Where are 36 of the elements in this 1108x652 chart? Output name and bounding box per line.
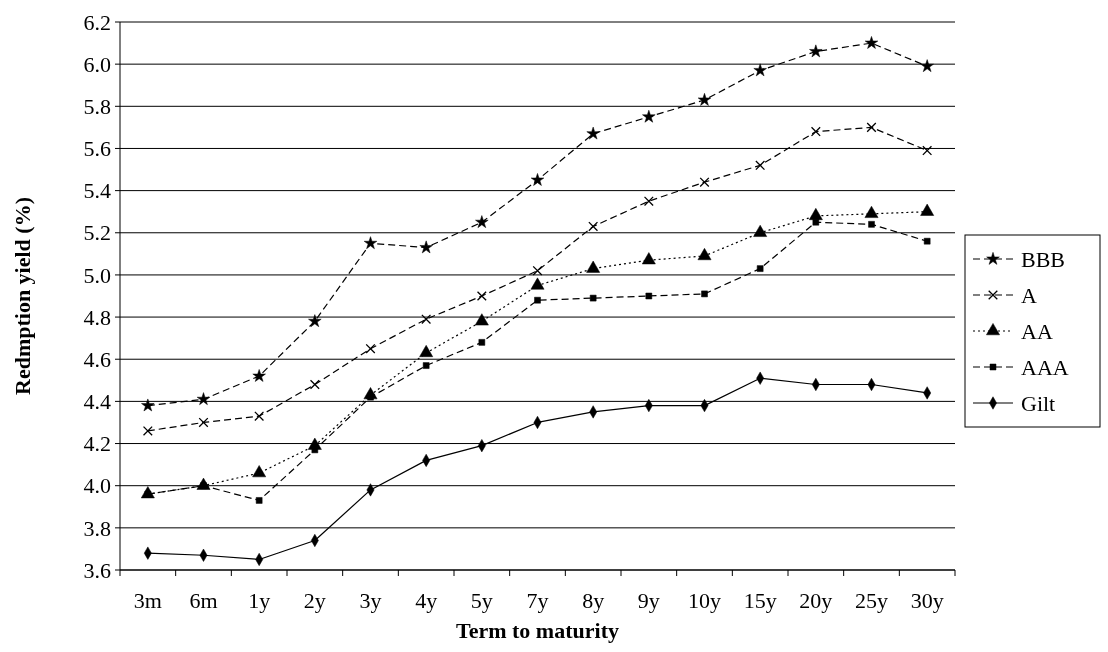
- x-tick-label: 5y: [470, 588, 493, 613]
- legend-label: AAA: [1021, 354, 1069, 380]
- x-tick-label: 15y: [743, 588, 777, 613]
- x-tick-label: 25y: [855, 588, 888, 613]
- x-tick-label: 10y: [688, 588, 721, 613]
- y-tick-label: 5.0: [83, 262, 111, 288]
- x-tick-label: 8y: [582, 588, 605, 613]
- y-tick-label: 4.0: [83, 473, 111, 499]
- x-tick-label: 2y: [303, 588, 326, 613]
- y-tick-label: 6.2: [83, 9, 111, 35]
- legend-label: BBB: [1021, 246, 1066, 272]
- y-tick-label: 4.8: [83, 304, 111, 330]
- y-tick-label: 5.8: [83, 94, 111, 120]
- legend-label: Gilt: [1021, 390, 1056, 416]
- y-tick-label: 6.0: [83, 51, 111, 77]
- x-axis-title: Term to maturity: [456, 618, 619, 643]
- x-tick-label: 7y: [526, 588, 549, 613]
- y-tick-label: 3.8: [83, 515, 111, 541]
- x-tick-label: 9y: [637, 588, 660, 613]
- x-tick-label: 1y: [248, 588, 271, 613]
- x-tick-label: 3y: [359, 588, 382, 613]
- legend-label: A: [1021, 282, 1037, 308]
- legend-label: AA: [1021, 318, 1053, 344]
- y-tick-label: 5.4: [83, 178, 111, 204]
- x-tick-label: 3m: [133, 588, 162, 613]
- y-tick-label: 3.6: [83, 557, 111, 583]
- x-tick-label: 4y: [415, 588, 438, 613]
- x-tick-label: 20y: [799, 588, 833, 613]
- x-tick-label: 6m: [189, 588, 218, 613]
- y-tick-label: 5.2: [83, 220, 111, 246]
- y-axis-title: Redmption yield (%): [10, 197, 35, 395]
- x-tick-label: 30y: [910, 588, 944, 613]
- y-tick-label: 4.6: [83, 346, 111, 372]
- y-tick-label: 4.4: [83, 389, 111, 415]
- y-tick-label: 5.6: [83, 136, 111, 162]
- y-tick-label: 4.2: [83, 431, 111, 457]
